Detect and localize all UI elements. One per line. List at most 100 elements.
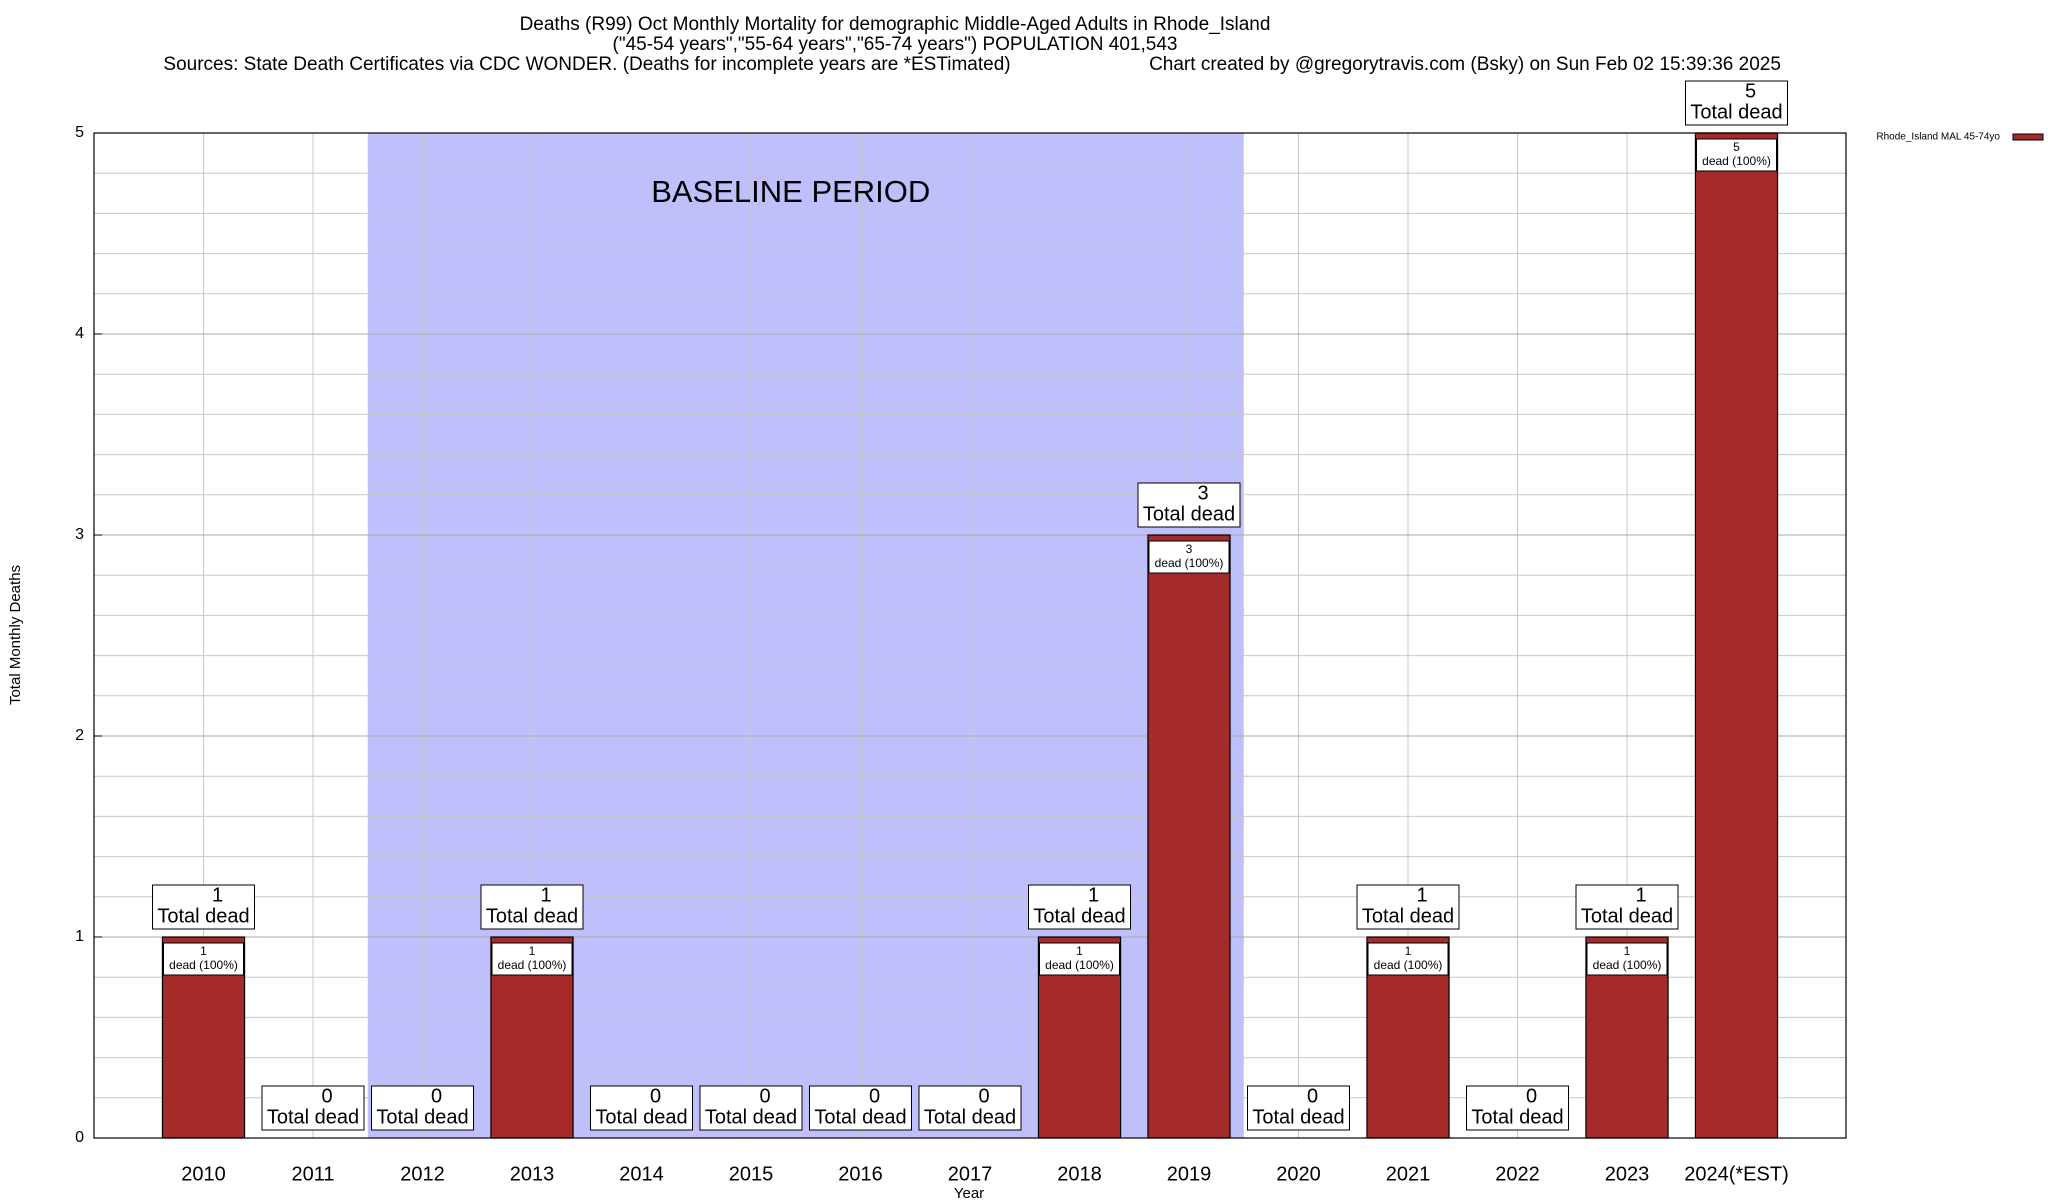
total-label: Total dead xyxy=(705,1106,797,1128)
inner-value: 3 xyxy=(1186,542,1193,556)
legend-swatch xyxy=(2012,133,2044,141)
chart-subtitle: ("45-54 years","55-64 years","65-74 year… xyxy=(613,34,1178,55)
total-label-box xyxy=(809,1085,912,1131)
total-value: 0 xyxy=(1307,1085,1318,1107)
total-label-box xyxy=(371,1085,474,1131)
y-axis-label: Total Monthly Deaths xyxy=(7,565,24,705)
total-value: 0 xyxy=(321,1085,332,1107)
y-tick-label: 2 xyxy=(75,727,84,744)
inner-share: dead (100%) xyxy=(1155,556,1224,570)
total-value: 1 xyxy=(212,884,223,906)
total-label: Total dead xyxy=(1690,101,1782,123)
inner-value: 1 xyxy=(1405,944,1412,958)
total-label-box xyxy=(1685,80,1788,126)
total-label: Total dead xyxy=(1581,905,1673,927)
total-label-box xyxy=(1137,482,1241,528)
bar xyxy=(1694,132,1779,1139)
total-label: Total dead xyxy=(1252,1106,1344,1128)
total-label-box xyxy=(261,1085,365,1131)
total-label: Total dead xyxy=(1362,905,1454,927)
x-tick-label: 2013 xyxy=(510,1163,555,1185)
baseline-label: BASELINE PERIOD xyxy=(651,174,930,209)
total-label-box xyxy=(1028,884,1131,930)
x-tick-label: 2017 xyxy=(948,1163,993,1185)
total-label: Total dead xyxy=(157,905,249,927)
total-label-box xyxy=(1575,884,1679,930)
total-label-box xyxy=(1466,1085,1569,1131)
chart-credit: Chart created by @gregorytravis.com (Bsk… xyxy=(1149,54,1781,75)
x-tick-label: 2024(*EST) xyxy=(1684,1163,1789,1185)
total-label: Total dead xyxy=(1143,503,1235,525)
x-axis-label: Year xyxy=(954,1185,984,1200)
total-label-box xyxy=(699,1085,803,1131)
x-tick-label: 2016 xyxy=(838,1163,883,1185)
x-tick-label: 2021 xyxy=(1386,1163,1431,1185)
total-label: Total dead xyxy=(376,1106,468,1128)
total-label-box xyxy=(1247,1085,1350,1131)
inner-label-box xyxy=(1039,942,1120,976)
inner-share: dead (100%) xyxy=(1702,154,1771,168)
y-tick-label: 3 xyxy=(75,526,84,543)
inner-share: dead (100%) xyxy=(169,958,238,972)
y-tick-label: 0 xyxy=(75,1129,84,1146)
inner-label-box xyxy=(1148,540,1230,574)
total-label: Total dead xyxy=(924,1106,1016,1128)
inner-value: 1 xyxy=(1624,944,1631,958)
y-tick-label: 1 xyxy=(75,928,84,945)
inner-value: 1 xyxy=(200,944,207,958)
total-value: 0 xyxy=(759,1085,770,1107)
total-value: 0 xyxy=(650,1085,661,1107)
total-label-box xyxy=(918,1085,1022,1131)
inner-share: dead (100%) xyxy=(498,958,567,972)
inner-label-box xyxy=(1367,942,1449,976)
total-label-box xyxy=(480,884,584,930)
total-label-box xyxy=(152,884,255,930)
x-tick-label: 2015 xyxy=(729,1163,774,1185)
inner-value: 5 xyxy=(1733,140,1740,154)
total-value: 5 xyxy=(1745,80,1756,102)
legend-label: Rhode_Island MAL 45-74yo xyxy=(1876,132,2000,143)
chart-sources: Sources: State Death Certificates via CD… xyxy=(163,54,1010,75)
inner-value: 1 xyxy=(1076,944,1083,958)
x-tick-label: 2022 xyxy=(1495,1163,1540,1185)
total-value: 0 xyxy=(978,1085,989,1107)
total-value: 0 xyxy=(1526,1085,1537,1107)
inner-share: dead (100%) xyxy=(1045,958,1114,972)
total-value: 1 xyxy=(1088,884,1099,906)
total-label-box xyxy=(1356,884,1460,930)
total-value: 0 xyxy=(431,1085,442,1107)
inner-label-box xyxy=(1586,942,1668,976)
total-label-box xyxy=(590,1085,693,1131)
chart-title: Deaths (R99) Oct Monthly Mortality for d… xyxy=(520,14,1271,35)
total-label: Total dead xyxy=(814,1106,906,1128)
total-value: 1 xyxy=(540,884,551,906)
x-tick-label: 2012 xyxy=(400,1163,445,1185)
bar xyxy=(1147,534,1231,1139)
x-tick-label: 2018 xyxy=(1057,1163,1102,1185)
total-value: 0 xyxy=(869,1085,880,1107)
x-tick-label: 2011 xyxy=(291,1163,334,1185)
y-tick-label: 4 xyxy=(75,325,84,342)
total-value: 1 xyxy=(1416,884,1427,906)
total-label: Total dead xyxy=(1471,1106,1563,1128)
inner-label-box xyxy=(163,942,244,976)
inner-label-box xyxy=(1696,138,1777,172)
total-label: Total dead xyxy=(595,1106,687,1128)
total-label: Total dead xyxy=(267,1106,359,1128)
inner-label-box xyxy=(491,942,573,976)
plot-frame xyxy=(93,132,1847,1139)
total-label: Total dead xyxy=(486,905,578,927)
total-label: Total dead xyxy=(1033,905,1125,927)
total-value: 1 xyxy=(1635,884,1646,906)
total-value: 3 xyxy=(1197,482,1208,504)
x-tick-label: 2020 xyxy=(1276,1163,1321,1185)
x-tick-label: 2010 xyxy=(181,1163,226,1185)
